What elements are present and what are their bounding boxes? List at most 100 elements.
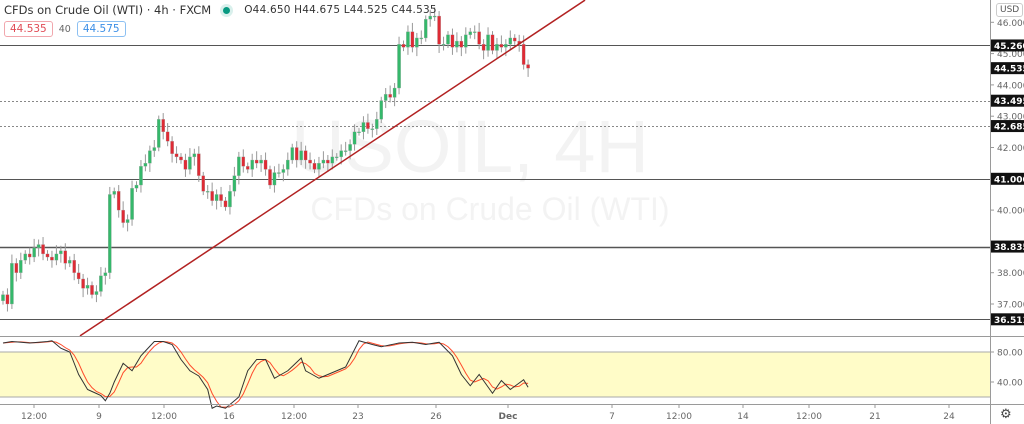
candle-body [370,128,375,130]
candle-body [504,44,508,48]
candle-body [5,294,10,305]
candle-body [392,87,397,98]
price-tick-label: 37.000 [997,301,1024,311]
candle-body [130,188,134,220]
market-status-icon [223,6,231,14]
candle-body [450,34,455,48]
candle-body [254,159,259,164]
candle-body [490,34,495,51]
candle-body [228,191,232,208]
time-tick-label: 9 [96,412,102,422]
stoch-axis[interactable]: 80.00 40.00 [990,349,1023,389]
candle-body [232,175,237,192]
stochastic-lines [2,340,529,409]
candle-body [121,209,125,223]
candles [1,7,530,312]
watermark: USOIL, 4H CFDs on Crude Oil (WTI) [291,105,669,227]
candle-body [214,194,219,201]
candle-body [415,37,419,48]
candle-body [68,260,72,264]
candle-body [526,64,530,69]
candle-body [428,15,432,20]
candle-body [521,44,526,65]
horizontal-levels[interactable] [0,45,990,320]
candle-body [375,119,379,129]
price-level-label: 45.260 [994,42,1024,52]
candle-body [464,34,468,48]
candle-body [99,275,103,292]
candle-body [383,94,388,101]
candle-body [59,250,63,255]
time-tick-label: 21 [869,412,880,422]
candle-body [312,162,317,170]
candle-body [263,159,268,170]
chart-legend: CFDs on Crude Oil (WTI) · 4h · FXCM O44.… [4,3,437,17]
price-level-badge [991,62,1024,75]
candle-body [170,141,174,154]
candle-body [76,272,81,280]
ohlc-values: O44.650 H44.675 L44.525 C44.535 [244,4,437,16]
time-tick-label: 26 [430,412,442,422]
candle-body [294,147,299,161]
candle-body [334,156,339,159]
candle-body [81,278,85,289]
price-tick-label: 43.000 [997,113,1024,123]
spread-value: 40 [58,23,71,35]
candle-body [343,150,348,152]
candle-body [19,260,23,273]
price-level-label: 43.495 [994,97,1024,107]
candle-body [241,156,246,167]
candle-body [156,119,161,148]
trendline[interactable] [79,0,586,337]
candle-body [27,253,32,258]
stoch-k-line [2,340,529,409]
price-tick-label: 38.000 [997,269,1024,279]
candle-body [210,191,214,201]
candle-body [94,291,99,295]
candle-body [112,191,117,195]
candle-body [446,34,450,45]
candle-body [499,44,504,48]
candle-body [423,19,428,39]
buy-button[interactable]: 44.575 [76,21,126,37]
candle-body [366,122,370,129]
candle-body [183,159,188,170]
candle-body [152,147,157,151]
price-level-label: 44.535 [994,65,1024,75]
time-tick-label: 23 [352,412,363,422]
settings-gear-icon[interactable]: ⚙ [1000,407,1012,422]
time-tick-label: 12:00 [21,412,47,422]
candle-body [174,153,179,158]
candle-body [245,166,250,170]
candle-body [125,219,130,223]
candle-body [477,31,481,45]
candle-body [321,159,326,164]
currency-label[interactable]: USD [996,3,1024,17]
time-tick-label: 24 [943,412,955,422]
time-tick-label: 16 [223,412,235,422]
candle-body [72,260,76,273]
candle-body [290,147,294,161]
time-tick-label: 7 [609,412,615,422]
watermark-description: CFDs on Crude Oil (WTI) [310,191,669,227]
candle-body [486,34,490,51]
candle-body [459,40,464,48]
trendline-group[interactable] [79,0,586,337]
sell-button[interactable]: 44.535 [4,21,53,37]
candle-body [134,184,139,189]
price-level-badge [991,120,1024,133]
candle-body [441,44,446,46]
price-axis[interactable]: 46.000 45.000 44.000 43.000 42.000 40.000 38.0… [990,19,1024,311]
candle-body [379,100,383,120]
symbol-title[interactable]: CFDs on Crude Oil (WTI) · 4h · FXCM [4,3,212,17]
candle-body [277,172,281,174]
candle-body [85,285,90,289]
time-tick-label: Dec [499,412,518,422]
time-axis[interactable]: 12:00 9 12:00 16 12:00 23 26 Dec 7 12:00 14 12:00 21… [21,404,955,422]
candle-body [223,200,228,208]
candle-body [139,166,143,186]
candle-body [14,263,19,273]
candle-body [308,159,312,164]
candle-body [432,15,437,18]
